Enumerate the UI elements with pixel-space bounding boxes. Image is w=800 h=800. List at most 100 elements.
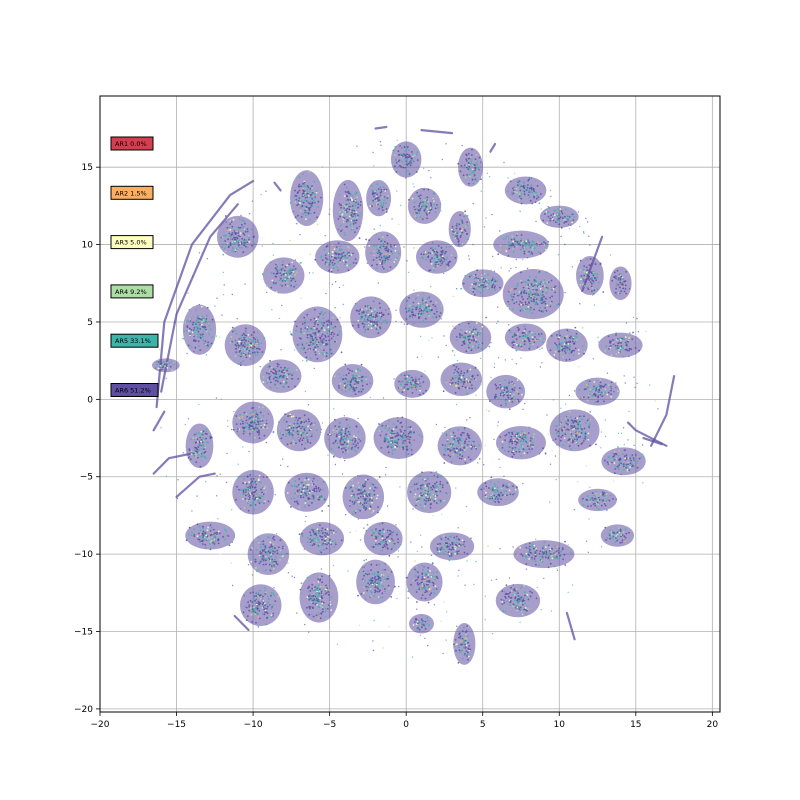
- scatter-point: [413, 154, 416, 157]
- scatter-point: [303, 322, 306, 324]
- scatter-point: [297, 503, 300, 505]
- scatter-point: [310, 319, 312, 321]
- scatter-point: [339, 215, 342, 218]
- scatter-point: [401, 380, 404, 382]
- scatter-point: [348, 217, 350, 220]
- scatter-point: [272, 431, 275, 433]
- scatter-point: [408, 304, 411, 307]
- scatter-point: [286, 369, 288, 372]
- scatter-point: [190, 450, 193, 452]
- scatter-point: [231, 249, 234, 252]
- scatter-point: [366, 262, 369, 265]
- scatter-point: [311, 498, 313, 500]
- scatter-point: [429, 259, 432, 261]
- scatter-point: [331, 251, 334, 254]
- scatter-point: [557, 208, 560, 211]
- scatter-point: [283, 419, 285, 421]
- scatter-point: [321, 495, 323, 498]
- scatter-point: [515, 234, 518, 237]
- scatter-point: [375, 189, 378, 192]
- scatter-point: [540, 208, 543, 210]
- scatter-point: [462, 381, 465, 383]
- scatter-point: [394, 154, 396, 157]
- scatter-point: [240, 336, 243, 339]
- scatter-point: [359, 492, 362, 495]
- scatter-point: [473, 445, 476, 448]
- scatter-point: [243, 492, 245, 495]
- scatter-point: [303, 332, 306, 335]
- scatter-point: [519, 343, 522, 346]
- scatter-point: [317, 350, 320, 353]
- scatter-point: [587, 288, 590, 291]
- scatter-point: [306, 196, 309, 199]
- scatter-point: [525, 240, 528, 243]
- scatter-point: [340, 447, 343, 450]
- scatter-point: [497, 447, 500, 450]
- scatter-point: [353, 501, 356, 504]
- scatter-point: [289, 268, 292, 270]
- scatter-point: [419, 202, 421, 205]
- scatter-point: [253, 508, 256, 511]
- scatter-point: [533, 341, 536, 344]
- scatter-point: [544, 297, 547, 300]
- scatter-point: [284, 277, 287, 279]
- scatter-point: [459, 232, 461, 235]
- scatter-point: [579, 420, 581, 423]
- scatter-point: [425, 306, 427, 309]
- scatter-point: [408, 307, 411, 310]
- scatter-point: [454, 237, 457, 240]
- scatter-point: [613, 453, 615, 455]
- scatter-point: [355, 219, 358, 222]
- scatter-point: [568, 358, 571, 361]
- scatter-point: [467, 168, 470, 171]
- scatter-point: [307, 441, 309, 443]
- scatter-point: [497, 386, 499, 389]
- scatter-point: [464, 440, 467, 443]
- scatter-point: [187, 344, 190, 347]
- scatter-point: [624, 464, 627, 467]
- scatter-point: [370, 496, 373, 499]
- scatter-point: [406, 375, 409, 378]
- scatter-point: [394, 446, 396, 449]
- scatter-point: [563, 426, 566, 429]
- scatter-point: [341, 388, 343, 391]
- scatter-point: [255, 411, 258, 414]
- scatter-point: [305, 214, 307, 217]
- scatter-point: [297, 214, 299, 217]
- scatter-point: [507, 306, 509, 309]
- scatter-point: [356, 309, 359, 312]
- scatter-point: [469, 445, 472, 448]
- scatter-point: [413, 206, 416, 208]
- scatter-point: [428, 305, 430, 308]
- scatter-point: [243, 429, 245, 432]
- scatter-point: [552, 288, 555, 290]
- scatter-point: [447, 448, 450, 451]
- scatter-point: [312, 497, 315, 499]
- scatter-point: [401, 391, 404, 394]
- scatter-point: [506, 235, 509, 238]
- scatter-point: [297, 428, 300, 430]
- scatter-point: [528, 295, 531, 298]
- scatter-point: [235, 498, 237, 501]
- scatter-point: [640, 456, 642, 459]
- scatter-point: [387, 250, 389, 253]
- scatter-point: [623, 455, 626, 458]
- scatter-point: [390, 250, 393, 253]
- scatter-point: [419, 303, 422, 306]
- scatter-point: [311, 205, 313, 208]
- scatter-point: [373, 195, 375, 198]
- scatter-point: [420, 435, 423, 438]
- scatter-point: [621, 337, 623, 340]
- scatter-point: [475, 162, 478, 165]
- scatter-point: [365, 478, 367, 481]
- scatter-point: [360, 390, 363, 393]
- scatter-point: [352, 252, 354, 255]
- scatter-point: [303, 199, 306, 202]
- scatter-point: [629, 466, 631, 468]
- scatter-point: [276, 378, 278, 381]
- scatter-point: [544, 213, 546, 215]
- scatter-point: [399, 381, 402, 384]
- scatter-point: [260, 501, 263, 503]
- scatter-point: [416, 159, 419, 162]
- scatter-point: [559, 420, 561, 422]
